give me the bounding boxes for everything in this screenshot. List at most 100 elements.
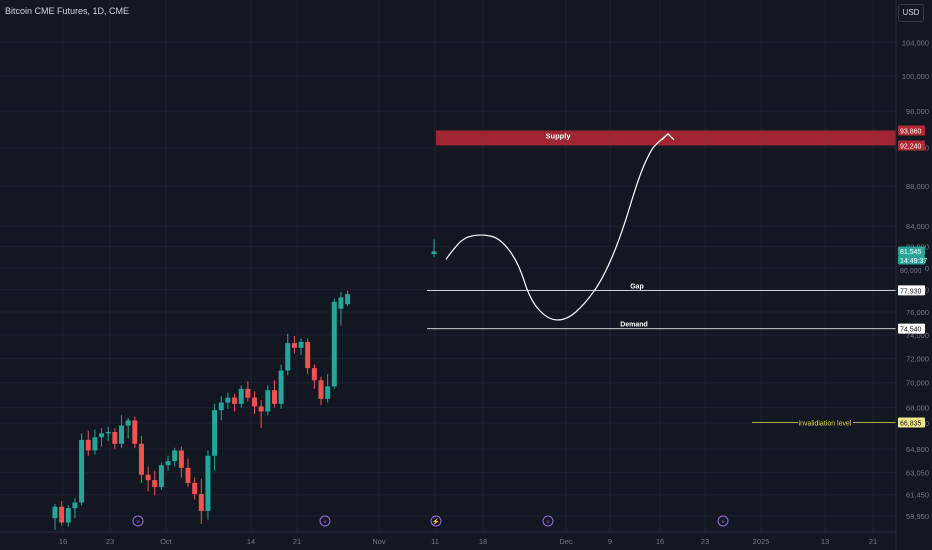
candle-body <box>152 480 158 488</box>
candle-body <box>132 420 138 444</box>
price-tag-bg <box>898 140 925 151</box>
price-tag-bg <box>898 323 925 334</box>
candle-body <box>112 432 118 444</box>
price-tag-bg <box>898 246 925 256</box>
event-marker-glyph: » <box>323 520 327 526</box>
candle-body <box>85 439 91 451</box>
time-axis: 16 23 Oct 14 21 Nov 11 18 Dec 9 16 23 2025 13 21 <box>59 537 877 546</box>
price-tick-label: 59,950 <box>906 512 929 521</box>
candle-body <box>165 461 171 466</box>
candle-body <box>278 370 284 404</box>
time-tick-label: 18 <box>479 537 487 546</box>
candle-body <box>59 506 65 523</box>
candle-body <box>298 341 304 348</box>
price-tick-label: 68,000 <box>906 404 929 413</box>
candle-body <box>225 397 231 403</box>
candle-body <box>431 251 437 255</box>
price-tick-label: 76,000 <box>906 308 929 317</box>
candle-body <box>218 402 224 411</box>
candle-body <box>105 432 111 434</box>
price-tags: 93,860 92,240 81,545 14:49:37 80,000 77,930 74… <box>898 125 927 428</box>
price-tick-label: 70,000 <box>906 379 929 388</box>
candle-body <box>145 474 151 481</box>
level-label-gap: Gap <box>630 283 644 290</box>
time-axis-bg <box>0 532 896 550</box>
candle-body <box>65 508 71 523</box>
candle-body <box>325 386 331 399</box>
price-tag-supply: 93,860 <box>900 128 922 135</box>
price-tick-label: 84,000 <box>906 222 929 231</box>
candle-body <box>318 380 324 399</box>
price-tag-invalidation: 66,835 <box>900 421 922 428</box>
candle-body <box>72 502 78 509</box>
levels: Gap Demand invalidiation level <box>427 283 896 428</box>
time-tick-label: Dec <box>559 537 573 546</box>
candle-body <box>92 437 98 451</box>
price-tick-label: 74,000 <box>906 331 929 340</box>
candle-body <box>232 397 238 404</box>
zones: Supply <box>436 130 896 146</box>
candle-body <box>331 301 337 387</box>
projection-path[interactable] <box>445 133 669 321</box>
candle-body <box>52 506 58 519</box>
invalidation-label-bg <box>798 417 853 428</box>
supply-zone-label: Supply <box>545 131 571 140</box>
time-tick-label: Nov <box>372 537 386 546</box>
event-marker-icon[interactable] <box>717 515 729 527</box>
candle-body <box>205 455 211 511</box>
candle-body <box>212 410 218 456</box>
price-tick-label: 72,000 <box>906 354 929 363</box>
candle-body <box>172 450 178 462</box>
candle-body <box>99 433 105 438</box>
event-marker-icon[interactable] <box>542 515 554 527</box>
event-marker-icon[interactable] <box>319 515 331 527</box>
level-label-demand: Demand <box>620 322 648 329</box>
candle-body <box>338 297 344 309</box>
price-tag-level: 74,540 <box>900 327 922 334</box>
time-tick-label: 16 <box>656 537 664 546</box>
time-tick-label: Oct <box>160 537 173 546</box>
currency-button[interactable]: USD <box>898 4 924 22</box>
candle-body <box>245 388 251 398</box>
projection <box>445 132 675 321</box>
event-marker-icon[interactable] <box>132 515 144 527</box>
price-tick-label: 61,450 <box>906 491 929 500</box>
price-tick-label: 63,050 <box>906 469 929 478</box>
candle-body <box>192 482 198 495</box>
time-tick-label: 21 <box>293 537 301 546</box>
time-tick-label: 2025 <box>753 537 770 546</box>
projection-arrowhead <box>661 132 675 141</box>
time-tick-label: 14 <box>247 537 255 546</box>
price-tag-supply: 92,240 <box>900 143 922 150</box>
candle-body <box>79 439 85 503</box>
price-tick-label: 64,800 <box>906 445 929 454</box>
candle-body <box>125 420 131 426</box>
price-tick-label: 104,000 <box>902 38 929 47</box>
event-marker-glyph: » <box>546 520 550 526</box>
price-tag-current: 81,545 <box>900 249 922 256</box>
time-tick-label: 23 <box>701 537 709 546</box>
candle-body <box>311 368 317 381</box>
candle-body <box>285 343 291 371</box>
invalidation-label: invalidiation level <box>799 421 852 428</box>
price-tag-bg <box>898 417 925 428</box>
candle-body <box>185 467 191 483</box>
candle-body <box>305 341 311 369</box>
lightning-icon[interactable] <box>430 515 442 527</box>
price-tick-label: 96,000 <box>906 107 929 116</box>
price-tag-current: 14:49:37 <box>900 258 927 265</box>
event-marker-glyph: » <box>136 520 140 526</box>
candle-body <box>271 390 277 404</box>
supply-zone[interactable] <box>436 130 896 146</box>
time-tick-label: 16 <box>59 537 67 546</box>
candle-body <box>138 443 144 475</box>
candle-body <box>291 343 297 348</box>
chart-title: Bitcoin CME Futures, 1D, CME <box>5 6 130 16</box>
candle-body <box>158 465 164 488</box>
candle-body <box>119 425 124 444</box>
time-tick-label: 11 <box>431 537 439 546</box>
price-tag-bg <box>898 285 925 296</box>
candle-body <box>258 406 264 412</box>
candle-body <box>178 450 184 468</box>
